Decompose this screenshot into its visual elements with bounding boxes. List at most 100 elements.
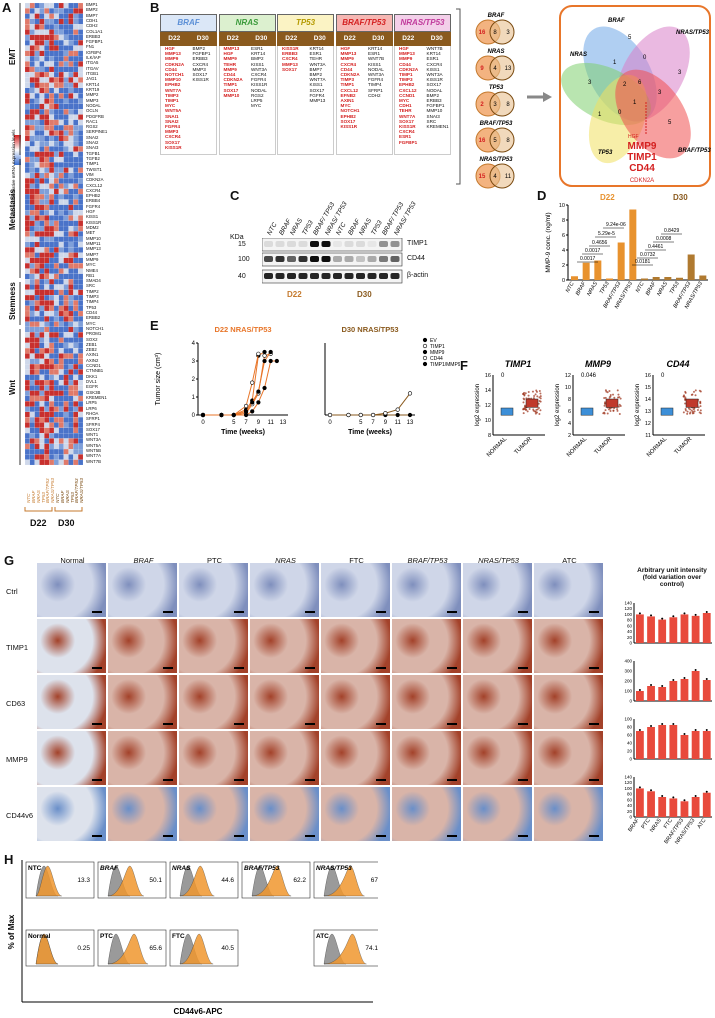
heatmap-cell bbox=[63, 300, 69, 306]
heatmap-cell bbox=[34, 66, 40, 73]
heatmap-cell bbox=[53, 231, 59, 237]
heatmap-cell bbox=[25, 316, 30, 322]
heatmap-cell bbox=[78, 24, 83, 30]
histogram-curve bbox=[35, 865, 62, 897]
scale-bar bbox=[163, 723, 173, 725]
heatmap-cell bbox=[53, 225, 59, 232]
heatmap-cell bbox=[34, 316, 40, 322]
heatmap-cell bbox=[34, 141, 40, 147]
heatmap-cell bbox=[44, 310, 50, 317]
heatmap-cell bbox=[63, 50, 69, 57]
heatmap-cell bbox=[44, 379, 50, 386]
heatmap-cell bbox=[29, 395, 35, 402]
heatmap-cell bbox=[53, 135, 59, 142]
heatmap-cell bbox=[25, 374, 30, 381]
gene-label: PDGFRB bbox=[86, 113, 104, 119]
svg-text:TP53: TP53 bbox=[598, 150, 613, 156]
heatmap-cell bbox=[44, 167, 50, 173]
heatmap-cell bbox=[73, 241, 79, 248]
svg-text:4: 4 bbox=[568, 421, 571, 427]
heatmap-cell bbox=[25, 257, 30, 264]
svg-text:5: 5 bbox=[232, 420, 236, 426]
heatmap-cell bbox=[34, 348, 40, 354]
svg-text:100: 100 bbox=[624, 717, 632, 722]
heatmap-cell bbox=[44, 114, 50, 120]
heatmap-cell bbox=[58, 71, 64, 78]
heatmap-cell bbox=[25, 141, 30, 147]
heatmap-cell bbox=[39, 358, 45, 365]
heatmap-cell bbox=[53, 257, 59, 264]
heatmap-cell bbox=[39, 279, 45, 285]
svg-text:4: 4 bbox=[493, 66, 497, 72]
svg-text:0.0181: 0.0181 bbox=[635, 259, 651, 265]
tumor-point bbox=[682, 411, 685, 414]
tumor-point bbox=[524, 404, 527, 407]
heatmap-cell bbox=[49, 178, 55, 184]
heatmap-cell bbox=[73, 50, 79, 57]
data-point bbox=[250, 380, 255, 385]
gene-label: LRP5 bbox=[86, 400, 97, 406]
bar bbox=[702, 680, 711, 701]
gene-label: KISS1 bbox=[86, 214, 99, 220]
heatmap-cell bbox=[34, 411, 40, 418]
svg-text:NORMAL: NORMAL bbox=[566, 436, 589, 459]
box-tumor bbox=[605, 398, 619, 408]
heatmap-cell bbox=[44, 257, 50, 264]
heatmap-cell bbox=[25, 390, 30, 397]
svg-text:Tumor size (cm³): Tumor size (cm³) bbox=[155, 353, 162, 406]
heatmap-cell bbox=[58, 257, 64, 264]
ihc-row-label: TIMP1 bbox=[6, 643, 29, 652]
heatmap-cell bbox=[39, 215, 45, 221]
svg-text:NRAS/TP53: NRAS/TP53 bbox=[479, 157, 513, 163]
svg-text:140: 140 bbox=[624, 775, 632, 780]
svg-text:FTC: FTC bbox=[663, 818, 674, 830]
tumor-point bbox=[699, 405, 702, 408]
heatmap-cell bbox=[63, 220, 69, 227]
svg-text:PTC: PTC bbox=[100, 933, 113, 940]
scale-bar bbox=[376, 667, 386, 669]
heatmap-cell bbox=[58, 427, 64, 434]
heatmap-cell bbox=[63, 77, 69, 83]
heatmap-cell bbox=[39, 438, 45, 444]
scale-bar bbox=[589, 779, 599, 781]
heatmap-cell bbox=[78, 257, 83, 264]
heatmap-cell bbox=[63, 194, 69, 200]
svg-text:Time (weeks): Time (weeks) bbox=[221, 429, 265, 436]
svg-text:NTC: NTC bbox=[28, 865, 42, 872]
heatmap-cell bbox=[29, 130, 35, 136]
heatmap-cell bbox=[29, 172, 35, 179]
heatmap-cell bbox=[58, 178, 64, 184]
svg-text:1: 1 bbox=[192, 395, 196, 401]
heatmap-cell bbox=[68, 427, 74, 434]
heatmap-cell bbox=[78, 401, 83, 407]
heatmap-cell bbox=[39, 263, 45, 269]
bar bbox=[669, 681, 678, 701]
svg-text:300: 300 bbox=[624, 669, 632, 674]
svg-text:NRAS: NRAS bbox=[649, 817, 663, 833]
heatmap-cell bbox=[29, 342, 35, 349]
heatmap-cell bbox=[73, 305, 79, 312]
scale-bar bbox=[305, 779, 315, 781]
heatmap-cell bbox=[58, 141, 64, 147]
heatmap-cell bbox=[29, 406, 35, 412]
heatmap-cell bbox=[78, 236, 83, 243]
heatmap-cell bbox=[53, 34, 59, 41]
heatmap-cell bbox=[39, 284, 45, 290]
heatmap-cell bbox=[49, 103, 55, 110]
heatmap-cell bbox=[58, 225, 64, 232]
heatmap-cell bbox=[29, 125, 35, 131]
svg-text:2: 2 bbox=[480, 102, 484, 108]
heatmap-cell bbox=[53, 364, 59, 370]
gene-table-subheader: D22 D30 bbox=[160, 32, 217, 46]
heatmap-cell bbox=[34, 29, 40, 35]
tumor-point bbox=[696, 409, 699, 412]
gene-label: AXIN1 bbox=[86, 352, 99, 358]
heatmap-cell bbox=[39, 178, 45, 184]
heatmap-cell bbox=[68, 454, 74, 460]
heatmap-cell bbox=[63, 45, 69, 51]
gene-table-header: TP53 bbox=[277, 14, 334, 32]
svg-text:BRAF: BRAF bbox=[627, 817, 641, 833]
heatmap-cell bbox=[44, 417, 50, 423]
heatmap-cell bbox=[29, 257, 35, 264]
data-point bbox=[395, 407, 400, 412]
